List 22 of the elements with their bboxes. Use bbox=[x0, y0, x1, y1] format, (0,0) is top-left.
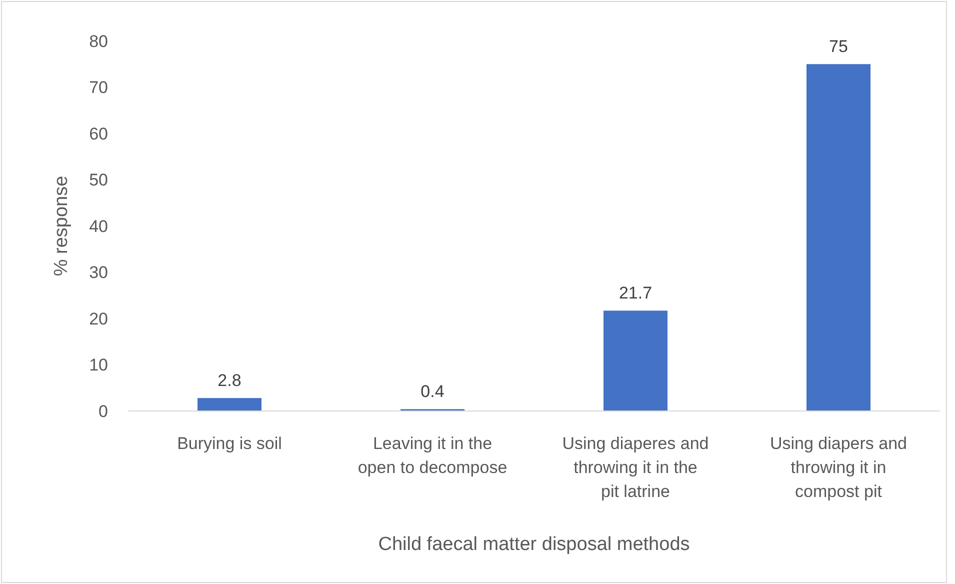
data-label: 0.4 bbox=[420, 382, 444, 402]
y-axis-title: % response bbox=[51, 176, 72, 276]
data-label: 21.7 bbox=[618, 284, 652, 303]
y-tick-label: 70 bbox=[89, 78, 108, 98]
y-tick-label: 40 bbox=[89, 216, 108, 236]
x-tick-label: Using diaperes and throwing it in the pit latrine bbox=[562, 434, 709, 501]
bar bbox=[198, 398, 262, 411]
x-tick-label: Using diapers and throwing it in compost pit bbox=[770, 434, 908, 501]
x-tick-label: Burying is soil bbox=[177, 434, 282, 453]
y-tick-label: 0 bbox=[98, 402, 108, 421]
data-label: 2.8 bbox=[218, 371, 242, 390]
y-tick-label: 30 bbox=[89, 263, 108, 282]
x-tick-label: Leaving it in the open to decompose bbox=[358, 434, 508, 477]
bar bbox=[806, 64, 870, 411]
y-tick-label: 60 bbox=[89, 124, 108, 144]
y-tick-label: 20 bbox=[89, 309, 108, 328]
x-axis-title: Child faecal matter disposal methods bbox=[378, 534, 690, 555]
y-tick-label: 80 bbox=[89, 32, 108, 51]
y-tick-label: 50 bbox=[89, 170, 108, 190]
data-label: 75 bbox=[829, 37, 848, 56]
bar bbox=[604, 310, 668, 411]
y-tick-label: 10 bbox=[89, 356, 108, 375]
